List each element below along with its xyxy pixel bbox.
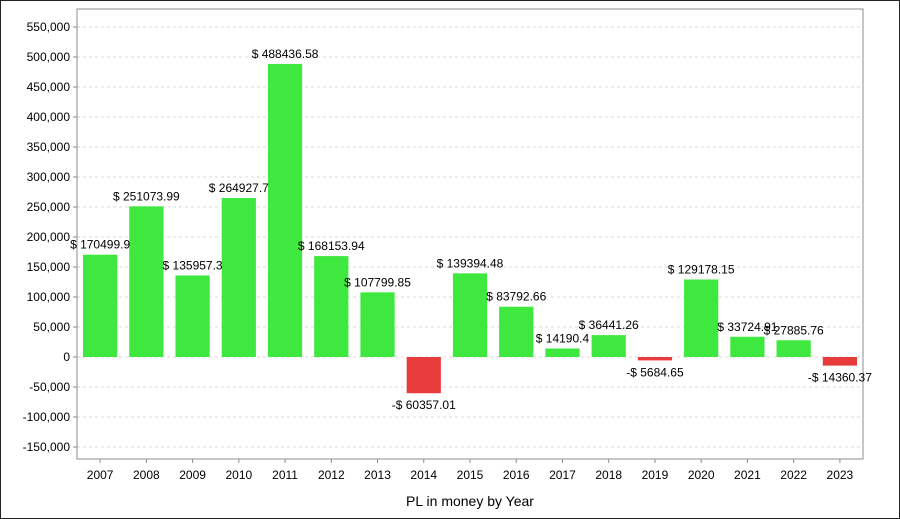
y-tick-label: 300,000 <box>27 170 71 184</box>
bar-2012[interactable] <box>314 256 349 357</box>
y-tick-label: -150,000 <box>23 440 71 454</box>
y-tick-label: -100,000 <box>23 410 71 424</box>
x-axis-title: PL in money by Year <box>406 493 534 509</box>
data-label: $ 168153.94 <box>298 239 365 253</box>
x-tick-label: 2013 <box>364 468 391 482</box>
x-tick-label: 2012 <box>318 468 345 482</box>
bar-2020[interactable] <box>684 279 719 357</box>
data-label: -$ 14360.37 <box>808 371 872 385</box>
data-label: $ 107799.85 <box>344 275 411 289</box>
bar-2019[interactable] <box>637 357 673 361</box>
bar-2011[interactable] <box>267 63 303 358</box>
y-tick-label: 50,000 <box>33 320 70 334</box>
bar-2009[interactable] <box>175 275 210 357</box>
y-tick-label: 200,000 <box>27 230 71 244</box>
x-tick-label: 2008 <box>133 468 160 482</box>
y-tick-label: 400,000 <box>27 110 71 124</box>
x-tick-label: 2018 <box>595 468 622 482</box>
data-label: $ 27885.76 <box>764 323 824 337</box>
x-tick-label: 2014 <box>410 468 437 482</box>
bar-2016[interactable] <box>499 306 534 357</box>
data-label: $ 14190.4 <box>536 331 590 345</box>
x-tick-label: 2019 <box>642 468 669 482</box>
x-tick-label: 2010 <box>225 468 252 482</box>
x-tick-label: 2007 <box>87 468 114 482</box>
data-label: $ 139394.48 <box>437 256 504 270</box>
y-tick-label: 150,000 <box>27 260 71 274</box>
data-label: $ 83792.66 <box>486 290 546 304</box>
y-tick-label: 500,000 <box>27 50 71 64</box>
x-tick-label: 2016 <box>503 468 530 482</box>
data-label: $ 36441.26 <box>579 318 639 332</box>
x-tick-label: 2020 <box>688 468 715 482</box>
data-label: $ 488436.58 <box>252 47 319 61</box>
plot-area <box>76 8 864 460</box>
y-axis: 550,000 500,000 450,000 400,000 350,000 300,0… <box>23 20 77 454</box>
x-tick-label: 2017 <box>549 468 576 482</box>
data-label: $ 33724.91 <box>717 320 777 334</box>
bar-2013[interactable] <box>360 292 395 357</box>
y-tick-label: 550,000 <box>27 20 71 34</box>
x-tick-label: 2011 <box>272 468 298 482</box>
x-tick-label: 2022 <box>780 468 807 482</box>
data-label: $ 251073.99 <box>113 189 180 203</box>
data-label: -$ 60357.01 <box>392 398 456 412</box>
bar-2010[interactable] <box>221 198 256 357</box>
bar-2014[interactable] <box>406 357 441 394</box>
bar-2022[interactable] <box>776 340 811 357</box>
data-label: $ 135957.3 <box>163 258 223 272</box>
bar-2023[interactable] <box>822 357 857 366</box>
y-tick-label: 250,000 <box>27 200 71 214</box>
bar-2021[interactable] <box>730 336 765 357</box>
x-tick-label: 2023 <box>827 468 854 482</box>
y-tick-label: -50,000 <box>29 380 70 394</box>
y-tick-label: 450,000 <box>27 80 71 94</box>
bar-2007[interactable] <box>83 254 118 357</box>
x-tick-label: 2021 <box>734 468 761 482</box>
bar-2017[interactable] <box>545 348 580 357</box>
x-tick-label: 2009 <box>179 468 206 482</box>
y-tick-label: 100,000 <box>27 290 71 304</box>
x-tick-label: 2015 <box>457 468 484 482</box>
data-label: -$ 5684.65 <box>626 365 684 379</box>
bar-2015[interactable] <box>452 273 488 357</box>
bar-series <box>83 63 857 394</box>
gridlines <box>77 26 863 448</box>
y-tick-label: 0 <box>63 350 70 364</box>
y-tick-label: 350,000 <box>27 140 71 154</box>
bar-2018[interactable] <box>591 335 626 357</box>
bar-2008[interactable] <box>129 206 164 357</box>
data-label: $ 129178.15 <box>668 262 735 276</box>
data-label: $ 170499.9 <box>70 238 130 252</box>
data-labels: $ 170499.9 $ 251073.99 $ 135957.3 $ 264927.… <box>70 47 872 412</box>
data-label: $ 264927.7 <box>209 181 269 195</box>
x-axis: 2007 2008 2009 2010 2011 2012 2013 2014 2015 2016… <box>87 459 854 482</box>
